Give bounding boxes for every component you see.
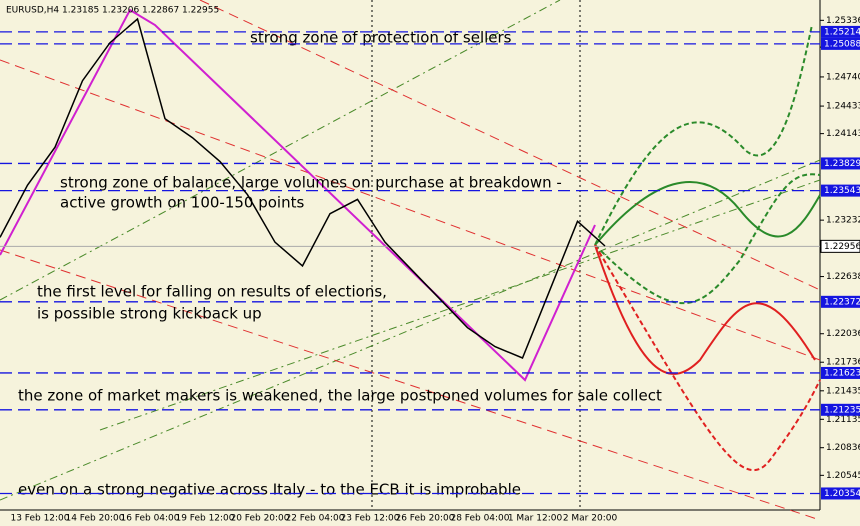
magenta-trend	[0, 8, 596, 382]
annotation: is possible strong kickback up	[37, 305, 262, 323]
level-tag	[821, 37, 860, 50]
annotation: active growth on 100-150 points	[60, 194, 304, 212]
level-tag	[821, 366, 860, 379]
y-tick-label: 1.20836	[826, 443, 860, 453]
level-tag	[821, 157, 860, 170]
level-label: 1.21235	[824, 405, 860, 415]
level-tag	[821, 403, 860, 416]
current-price-tag	[820, 239, 860, 253]
x-tick-label: 14 Feb 20:00	[65, 514, 124, 524]
forecast	[594, 24, 821, 472]
price-line	[0, 17, 606, 359]
level-label: 1.23829	[824, 159, 860, 169]
level-tag	[821, 184, 860, 197]
level-label: 1.20354	[824, 489, 860, 499]
ohlc-value: 1.22867	[142, 6, 179, 16]
x-tick-label: 26 Feb 20:00	[395, 514, 454, 524]
level-label: 1.21623	[824, 368, 860, 378]
y-tick-label: 1.20545	[826, 471, 860, 481]
x-tick-label: 19 Feb 12:00	[175, 514, 234, 524]
x-tick-label: 16 Feb 04:00	[120, 514, 179, 524]
annotation: the zone of market makers is weakened, t…	[18, 387, 662, 405]
y-tick-label: 1.23232	[826, 216, 860, 226]
level-label: 1.25214	[824, 27, 860, 37]
trend-line	[0, 59, 821, 361]
y-tick-label: 1.22036	[826, 329, 860, 339]
x-tick-label: 22 Feb 04:00	[285, 514, 344, 524]
x-tick-label: 1 Mar 12:00	[508, 514, 563, 524]
x-tick-label: 28 Feb 04:00	[450, 514, 509, 524]
channel	[0, 0, 821, 501]
annotation: strong zone of protection of sellers	[250, 29, 512, 47]
trend-line	[199, 0, 821, 291]
annotation: even on a strong negative across Italy -…	[18, 481, 521, 499]
ohlc-value: 1.23185	[62, 6, 99, 16]
level-tag	[821, 487, 860, 500]
trend-lines	[0, 0, 821, 521]
symbol: EURUSD,H4	[6, 6, 59, 16]
forecast-path	[594, 244, 816, 375]
y-tick-label: 1.21736	[826, 358, 860, 368]
annotation: strong zone of balance, large volumes on…	[60, 174, 562, 192]
forecast-solid	[594, 181, 821, 375]
level-tag	[821, 25, 860, 38]
forecast-path	[594, 181, 821, 246]
x-tick-label: 23 Feb 12:00	[340, 514, 399, 524]
forecast-path	[594, 244, 821, 472]
channel-line	[99, 179, 821, 431]
x-tick-label: 20 Feb 20:00	[230, 514, 289, 524]
channel-line	[0, 159, 821, 501]
y-tick-label: 1.22638	[826, 272, 860, 282]
x-tick-label: 13 Feb 12:00	[10, 514, 69, 524]
x-tick-label: 2 Mar 20:00	[563, 514, 618, 524]
y-tick-label: 1.24433	[826, 102, 860, 112]
level-label: 1.23543	[824, 186, 860, 196]
y-tick-label: 1.21435	[826, 386, 860, 396]
annotation: the first level for falling on results o…	[37, 283, 387, 301]
ohlc-value: 1.22955	[182, 6, 219, 16]
y-tick-label: 1.24143	[826, 129, 860, 139]
channel-line	[0, 0, 561, 301]
level-label: 1.22372	[824, 297, 860, 307]
forecast-path	[594, 173, 821, 305]
y-tick-label: 1.25336	[826, 16, 860, 26]
level-label: 1.25088	[824, 39, 860, 49]
y-tick-label: 1.24740	[826, 72, 860, 82]
y-tick-label: 1.21135	[826, 415, 860, 425]
level-tag	[821, 295, 860, 308]
current-price-label: 1.22956	[824, 242, 860, 252]
ohlc-value: 1.23206	[102, 6, 139, 16]
